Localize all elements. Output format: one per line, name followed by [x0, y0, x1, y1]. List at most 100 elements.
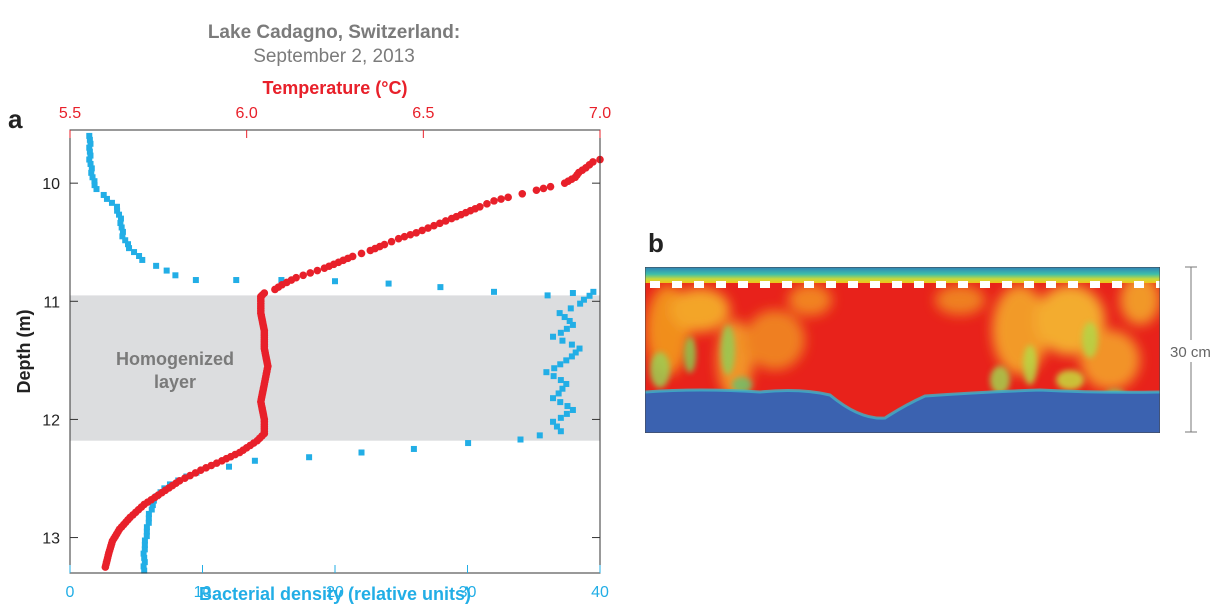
density-tick-label: 40: [591, 584, 609, 601]
bacteria-point: [145, 515, 152, 522]
figure-title-line2: September 2, 2013: [253, 46, 415, 67]
bacteria-point: [119, 233, 126, 240]
bacteria-point: [86, 144, 93, 151]
bacteria-point: [550, 333, 557, 340]
bacteria-point: [553, 423, 560, 430]
temperature-point: [357, 249, 366, 258]
bacteria-point: [561, 314, 568, 321]
bacteria-point: [385, 280, 392, 287]
homogenized-layer-label-line2: layer: [154, 372, 196, 392]
bacteria-point: [569, 406, 576, 413]
bacteria-point: [143, 524, 150, 531]
temperature-tick-label: 6.5: [412, 105, 434, 122]
depth-axis-label: Depth (m): [14, 310, 34, 394]
bacteria-point: [116, 211, 123, 218]
temperature-point: [441, 217, 450, 225]
bacteria-point: [118, 224, 125, 231]
bacteria-point: [563, 410, 570, 417]
bacteria-point: [119, 228, 126, 235]
bacteria-point: [564, 403, 571, 410]
temperature-point: [366, 246, 375, 255]
bacteria-point: [550, 373, 557, 380]
bacteria-point: [559, 385, 566, 392]
bacteria-point: [465, 440, 472, 447]
bacteria-point: [145, 510, 152, 517]
temperature-point: [504, 193, 512, 202]
bacteria-point: [543, 369, 550, 376]
bacteria-point: [410, 445, 417, 452]
bacteria-point: [113, 203, 120, 210]
bacteria-point: [278, 277, 285, 284]
y-tick-label: 13: [42, 531, 60, 548]
bacteria-point: [559, 337, 566, 344]
bacterial-density-axis-label: Bacterial density (relative units): [199, 584, 471, 604]
bacteria-point: [233, 277, 240, 284]
bacteria-point: [141, 554, 148, 561]
bacteria-point: [251, 457, 258, 464]
temperature-point: [394, 234, 403, 243]
density-tick-label: 30: [459, 584, 477, 601]
bacteria-point: [108, 199, 115, 206]
temperature-tick-label: 5.5: [59, 105, 81, 122]
temperature-point: [387, 237, 396, 246]
bacteria-point: [572, 349, 579, 356]
bacteria-point: [87, 152, 94, 159]
bacteria-point: [536, 432, 543, 439]
temperature-point: [424, 224, 432, 232]
bacteria-point: [576, 345, 583, 352]
density-tick-label: 0: [66, 584, 75, 601]
bacteria-point: [139, 256, 146, 263]
panel-a-label: a: [8, 104, 23, 134]
bacteria-point: [557, 361, 564, 368]
temperature-point: [406, 230, 415, 239]
bacteria-point: [517, 436, 524, 443]
temperature-point: [430, 221, 438, 230]
bacteria-point: [563, 357, 570, 364]
bacteria-point: [556, 310, 563, 317]
bacteria-point: [192, 277, 199, 284]
bacteria-point: [89, 174, 96, 181]
bacteria-point: [437, 284, 444, 291]
bacteria-point: [91, 182, 98, 189]
temperature-point: [101, 563, 110, 571]
panel-b-label: b: [648, 228, 664, 258]
density-tick-label: 10: [194, 584, 212, 601]
bacteria-point: [569, 321, 576, 328]
bacteria-point: [555, 390, 562, 397]
bacteria-point: [569, 290, 576, 297]
bacteria-point: [141, 541, 148, 548]
temperature-point: [418, 226, 426, 235]
bacteria-point: [100, 191, 107, 198]
bacteria-point: [568, 353, 575, 360]
bacteria-point: [136, 253, 143, 260]
bacteria-point: [172, 272, 179, 279]
temperature-point: [532, 186, 541, 195]
temperature-point: [447, 214, 456, 223]
homogenized-layer-band: [70, 295, 600, 441]
temperature-point: [539, 184, 548, 193]
bacteria-point: [550, 418, 557, 425]
bacteria-point: [93, 186, 100, 193]
bacteria-point: [87, 160, 94, 167]
temperature-point: [412, 228, 421, 237]
bacteria-point: [557, 399, 564, 406]
bacteria-point: [163, 267, 170, 274]
temperature-point: [483, 200, 491, 208]
bacteria-point: [86, 132, 93, 139]
bacteria-point: [577, 300, 584, 307]
temperature-point: [299, 271, 308, 280]
temperature-point: [313, 266, 322, 275]
bacteria-point: [226, 463, 232, 470]
homogenized-layer-label-line1: Homogenized: [116, 349, 234, 369]
bacteria-point: [125, 241, 132, 248]
bacteria-point: [141, 537, 148, 544]
temperature-tick-label: 7.0: [589, 105, 611, 122]
temperature-point: [306, 269, 315, 277]
temperature-axis-label: Temperature (°C): [263, 78, 408, 98]
temperature-point: [320, 264, 329, 273]
bacteria-point: [117, 215, 124, 222]
bacteria-point: [114, 207, 121, 214]
temperature-point: [518, 189, 527, 198]
bacteria-point: [566, 317, 573, 324]
